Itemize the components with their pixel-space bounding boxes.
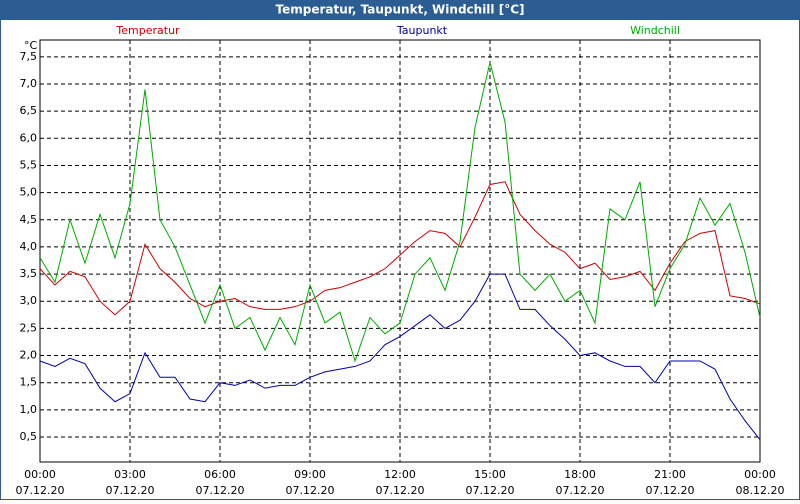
y-tick-label: 3,0: [20, 294, 38, 307]
y-unit: °C: [24, 39, 38, 52]
y-tick-label: 5,0: [20, 186, 38, 199]
y-tick-label: 2,5: [20, 321, 38, 334]
y-tick-label: 1,0: [20, 403, 38, 416]
y-tick-label: 2,0: [20, 349, 38, 362]
legend-entry: Temperatur: [115, 24, 180, 37]
x-tick-label: 21:00: [654, 468, 686, 481]
x-tick-date: 07.12.20: [556, 484, 605, 497]
x-tick-label: 09:00: [294, 468, 326, 481]
x-tick-date: 07.12.20: [16, 484, 65, 497]
x-tick-date: 07.12.20: [286, 484, 335, 497]
y-tick-label: 1,5: [20, 376, 38, 389]
y-tick-label: 6,5: [20, 104, 38, 117]
y-tick-label: 6,0: [20, 131, 38, 144]
x-tick-label: 18:00: [564, 468, 596, 481]
series-line: [39, 62, 761, 363]
y-tick-label: 3,5: [20, 267, 38, 280]
y-tick-label: 7,0: [20, 77, 38, 90]
plot-border: [39, 39, 761, 463]
x-tick-date: 07.12.20: [646, 484, 695, 497]
x-tick-date: 08.12.20: [736, 484, 785, 497]
legend-entry: Windchill: [630, 24, 680, 37]
y-tick-label: 4,5: [20, 213, 38, 226]
x-tick-label: 00:00: [744, 468, 776, 481]
x-tick-label: 15:00: [474, 468, 506, 481]
y-tick-label: 4,0: [20, 240, 38, 253]
x-tick-label: 03:00: [114, 468, 146, 481]
x-tick-date: 07.12.20: [376, 484, 425, 497]
y-tick-label: 5,5: [20, 158, 38, 171]
title-bar: [0, 0, 800, 20]
series-line: [39, 181, 761, 316]
legend-entry: Taupunkt: [396, 24, 448, 37]
y-tick-label: 7,5: [20, 50, 38, 63]
chart-title: Temperatur, Taupunkt, Windchill [°C]: [276, 3, 525, 17]
x-tick-label: 12:00: [384, 468, 416, 481]
series-line: [39, 273, 761, 441]
x-tick-date: 07.12.20: [466, 484, 515, 497]
y-tick-label: 0,5: [20, 430, 38, 443]
x-tick-date: 07.12.20: [196, 484, 245, 497]
x-tick-label: 06:00: [204, 468, 236, 481]
x-tick-date: 07.12.20: [106, 484, 155, 497]
x-tick-label: 00:00: [24, 468, 56, 481]
